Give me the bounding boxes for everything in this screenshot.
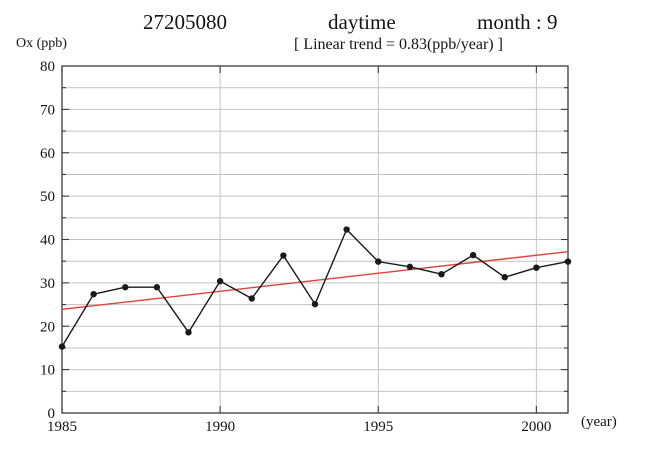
x-tick-label: 2000 — [521, 419, 551, 435]
data-point-marker — [216, 277, 224, 285]
data-point-marker — [343, 226, 350, 233]
y-tick-label: 50 — [40, 189, 55, 205]
y-tick-label: 70 — [40, 102, 55, 118]
data-point-marker — [406, 263, 414, 271]
x-axis-unit-label: (year) — [581, 414, 617, 430]
y-tick-label: 30 — [40, 276, 55, 292]
y-tick-label: 20 — [40, 319, 55, 335]
x-tick-label: 1995 — [363, 419, 393, 435]
data-point-marker — [311, 300, 319, 308]
x-tick-label: 1985 — [47, 419, 77, 435]
data-point-marker — [248, 295, 255, 302]
y-tick-label: 40 — [40, 233, 55, 249]
x-tick-label: 1990 — [205, 419, 235, 435]
data-point-marker — [280, 252, 287, 259]
data-point-marker — [469, 251, 477, 259]
period-title: daytime — [328, 10, 396, 34]
y-tick-label: 0 — [48, 406, 56, 422]
y-tick-label: 80 — [40, 59, 55, 75]
y-tick-label: 10 — [40, 363, 55, 379]
data-point-marker — [501, 274, 508, 281]
data-point-marker — [90, 290, 97, 298]
y-tick-label: 60 — [40, 146, 55, 162]
month-title: month : 9 — [477, 10, 558, 34]
trend-line — [61, 250, 569, 311]
station-id-title: 27205080 — [143, 10, 227, 34]
data-point-marker — [375, 258, 382, 265]
data-point-marker — [185, 329, 192, 336]
data-point-marker — [533, 264, 540, 271]
y-axis-unit-label: Ox (ppb) — [16, 36, 67, 51]
linear-trend-subtitle: [ Linear trend = 0.83(ppb/year) ] — [294, 36, 503, 53]
data-point-marker — [153, 284, 161, 291]
data-point-marker — [58, 343, 66, 350]
data-point-marker — [122, 284, 129, 291]
data-point-marker — [564, 258, 572, 265]
data-series-line — [61, 228, 569, 347]
data-point-marker — [438, 271, 445, 278]
